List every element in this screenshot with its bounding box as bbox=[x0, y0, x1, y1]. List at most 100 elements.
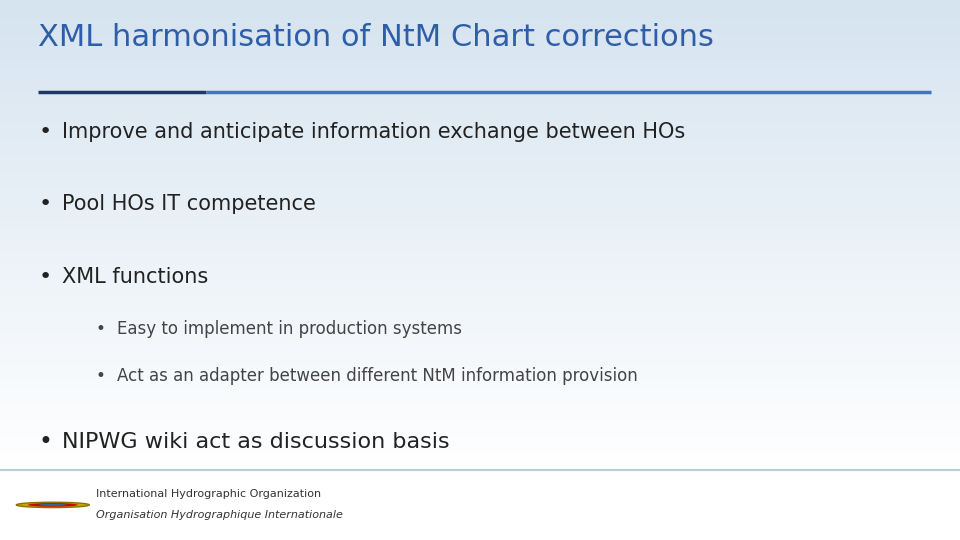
Bar bbox=[0, 219, 960, 221]
Bar bbox=[0, 426, 960, 428]
Bar bbox=[0, 166, 960, 167]
Bar bbox=[0, 357, 960, 359]
Bar bbox=[0, 183, 960, 185]
Bar bbox=[0, 443, 960, 445]
Bar bbox=[0, 53, 960, 55]
Bar bbox=[0, 310, 960, 312]
Bar bbox=[0, 449, 960, 451]
Bar bbox=[0, 354, 960, 355]
Bar bbox=[0, 21, 960, 22]
Bar bbox=[0, 284, 960, 285]
Bar bbox=[0, 111, 960, 113]
Bar bbox=[0, 396, 960, 398]
Bar bbox=[0, 150, 960, 152]
Bar bbox=[0, 64, 960, 66]
Bar bbox=[0, 233, 960, 235]
Bar bbox=[0, 467, 960, 468]
Bar bbox=[0, 9, 960, 11]
Bar bbox=[0, 30, 960, 31]
Bar bbox=[0, 68, 960, 69]
Bar bbox=[0, 268, 960, 269]
Bar bbox=[0, 415, 960, 416]
Bar bbox=[0, 158, 960, 160]
Text: Act as an adapter between different NtM information provision: Act as an adapter between different NtM … bbox=[117, 367, 637, 385]
Bar bbox=[0, 285, 960, 287]
Bar bbox=[0, 340, 960, 341]
Bar bbox=[0, 185, 960, 186]
Bar bbox=[0, 424, 960, 426]
Bar bbox=[0, 222, 960, 224]
Bar bbox=[0, 205, 960, 207]
Bar bbox=[0, 410, 960, 412]
Bar bbox=[0, 432, 960, 434]
Bar bbox=[0, 306, 960, 307]
Bar bbox=[0, 202, 960, 204]
Bar bbox=[0, 263, 960, 265]
Bar bbox=[0, 49, 960, 50]
Bar bbox=[0, 406, 960, 407]
Bar bbox=[0, 44, 960, 45]
Bar bbox=[0, 269, 960, 271]
Circle shape bbox=[38, 504, 67, 506]
Bar bbox=[0, 213, 960, 214]
Bar bbox=[0, 228, 960, 230]
Bar bbox=[0, 58, 960, 59]
Bar bbox=[0, 277, 960, 279]
Bar bbox=[0, 247, 960, 249]
Bar bbox=[0, 360, 960, 362]
Bar bbox=[0, 77, 960, 78]
Bar bbox=[0, 446, 960, 448]
Bar bbox=[0, 146, 960, 147]
Bar bbox=[0, 160, 960, 161]
Bar bbox=[0, 204, 960, 205]
Bar bbox=[0, 193, 960, 194]
Bar bbox=[0, 73, 960, 75]
Bar bbox=[0, 416, 960, 418]
Bar bbox=[0, 141, 960, 143]
Bar bbox=[0, 195, 960, 197]
Bar bbox=[0, 462, 960, 463]
Bar bbox=[0, 221, 960, 222]
Bar bbox=[0, 152, 960, 153]
Bar bbox=[0, 148, 960, 150]
Bar bbox=[0, 177, 960, 179]
Bar bbox=[0, 2, 960, 3]
Bar bbox=[0, 442, 960, 443]
Bar bbox=[0, 401, 960, 402]
Bar bbox=[0, 445, 960, 446]
Bar bbox=[0, 348, 960, 349]
Bar bbox=[0, 387, 960, 388]
Bar bbox=[0, 186, 960, 188]
Bar bbox=[0, 429, 960, 431]
Bar bbox=[0, 0, 960, 2]
Bar bbox=[0, 393, 960, 395]
Bar bbox=[0, 349, 960, 351]
Bar bbox=[0, 414, 960, 415]
Bar bbox=[0, 260, 960, 261]
Bar bbox=[0, 371, 960, 373]
Bar bbox=[0, 50, 960, 52]
Bar bbox=[0, 438, 960, 440]
Text: •: • bbox=[96, 320, 106, 338]
Bar bbox=[0, 23, 960, 25]
Bar bbox=[0, 14, 960, 16]
Bar bbox=[0, 61, 960, 63]
Bar bbox=[0, 120, 960, 122]
Bar bbox=[0, 6, 960, 8]
Bar bbox=[0, 56, 960, 58]
Bar bbox=[0, 457, 960, 459]
Bar bbox=[0, 235, 960, 237]
Text: International Hydrographic Organization: International Hydrographic Organization bbox=[96, 489, 322, 500]
Bar bbox=[0, 304, 960, 305]
Bar bbox=[0, 374, 960, 376]
Bar bbox=[0, 456, 960, 457]
Bar bbox=[0, 412, 960, 414]
Bar bbox=[0, 161, 960, 163]
Bar bbox=[0, 125, 960, 127]
Bar bbox=[0, 327, 960, 329]
Bar bbox=[0, 431, 960, 432]
Bar bbox=[0, 254, 960, 255]
Bar bbox=[0, 332, 960, 334]
Bar bbox=[0, 72, 960, 73]
Bar bbox=[0, 169, 960, 171]
